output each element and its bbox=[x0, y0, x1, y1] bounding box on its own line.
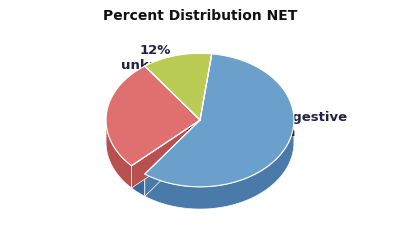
Polygon shape bbox=[132, 120, 200, 188]
Polygon shape bbox=[145, 120, 200, 196]
Polygon shape bbox=[145, 54, 294, 187]
Ellipse shape bbox=[106, 76, 294, 209]
Polygon shape bbox=[106, 66, 200, 166]
Text: Percent Distribution NET: Percent Distribution NET bbox=[103, 9, 297, 23]
Polygon shape bbox=[145, 53, 212, 120]
Polygon shape bbox=[106, 120, 132, 188]
Text: 58% digestive
system: 58% digestive system bbox=[242, 111, 347, 139]
Polygon shape bbox=[145, 122, 294, 209]
Text: 27% lung: 27% lung bbox=[126, 118, 195, 132]
Text: 12%
unknown: 12% unknown bbox=[122, 44, 190, 72]
